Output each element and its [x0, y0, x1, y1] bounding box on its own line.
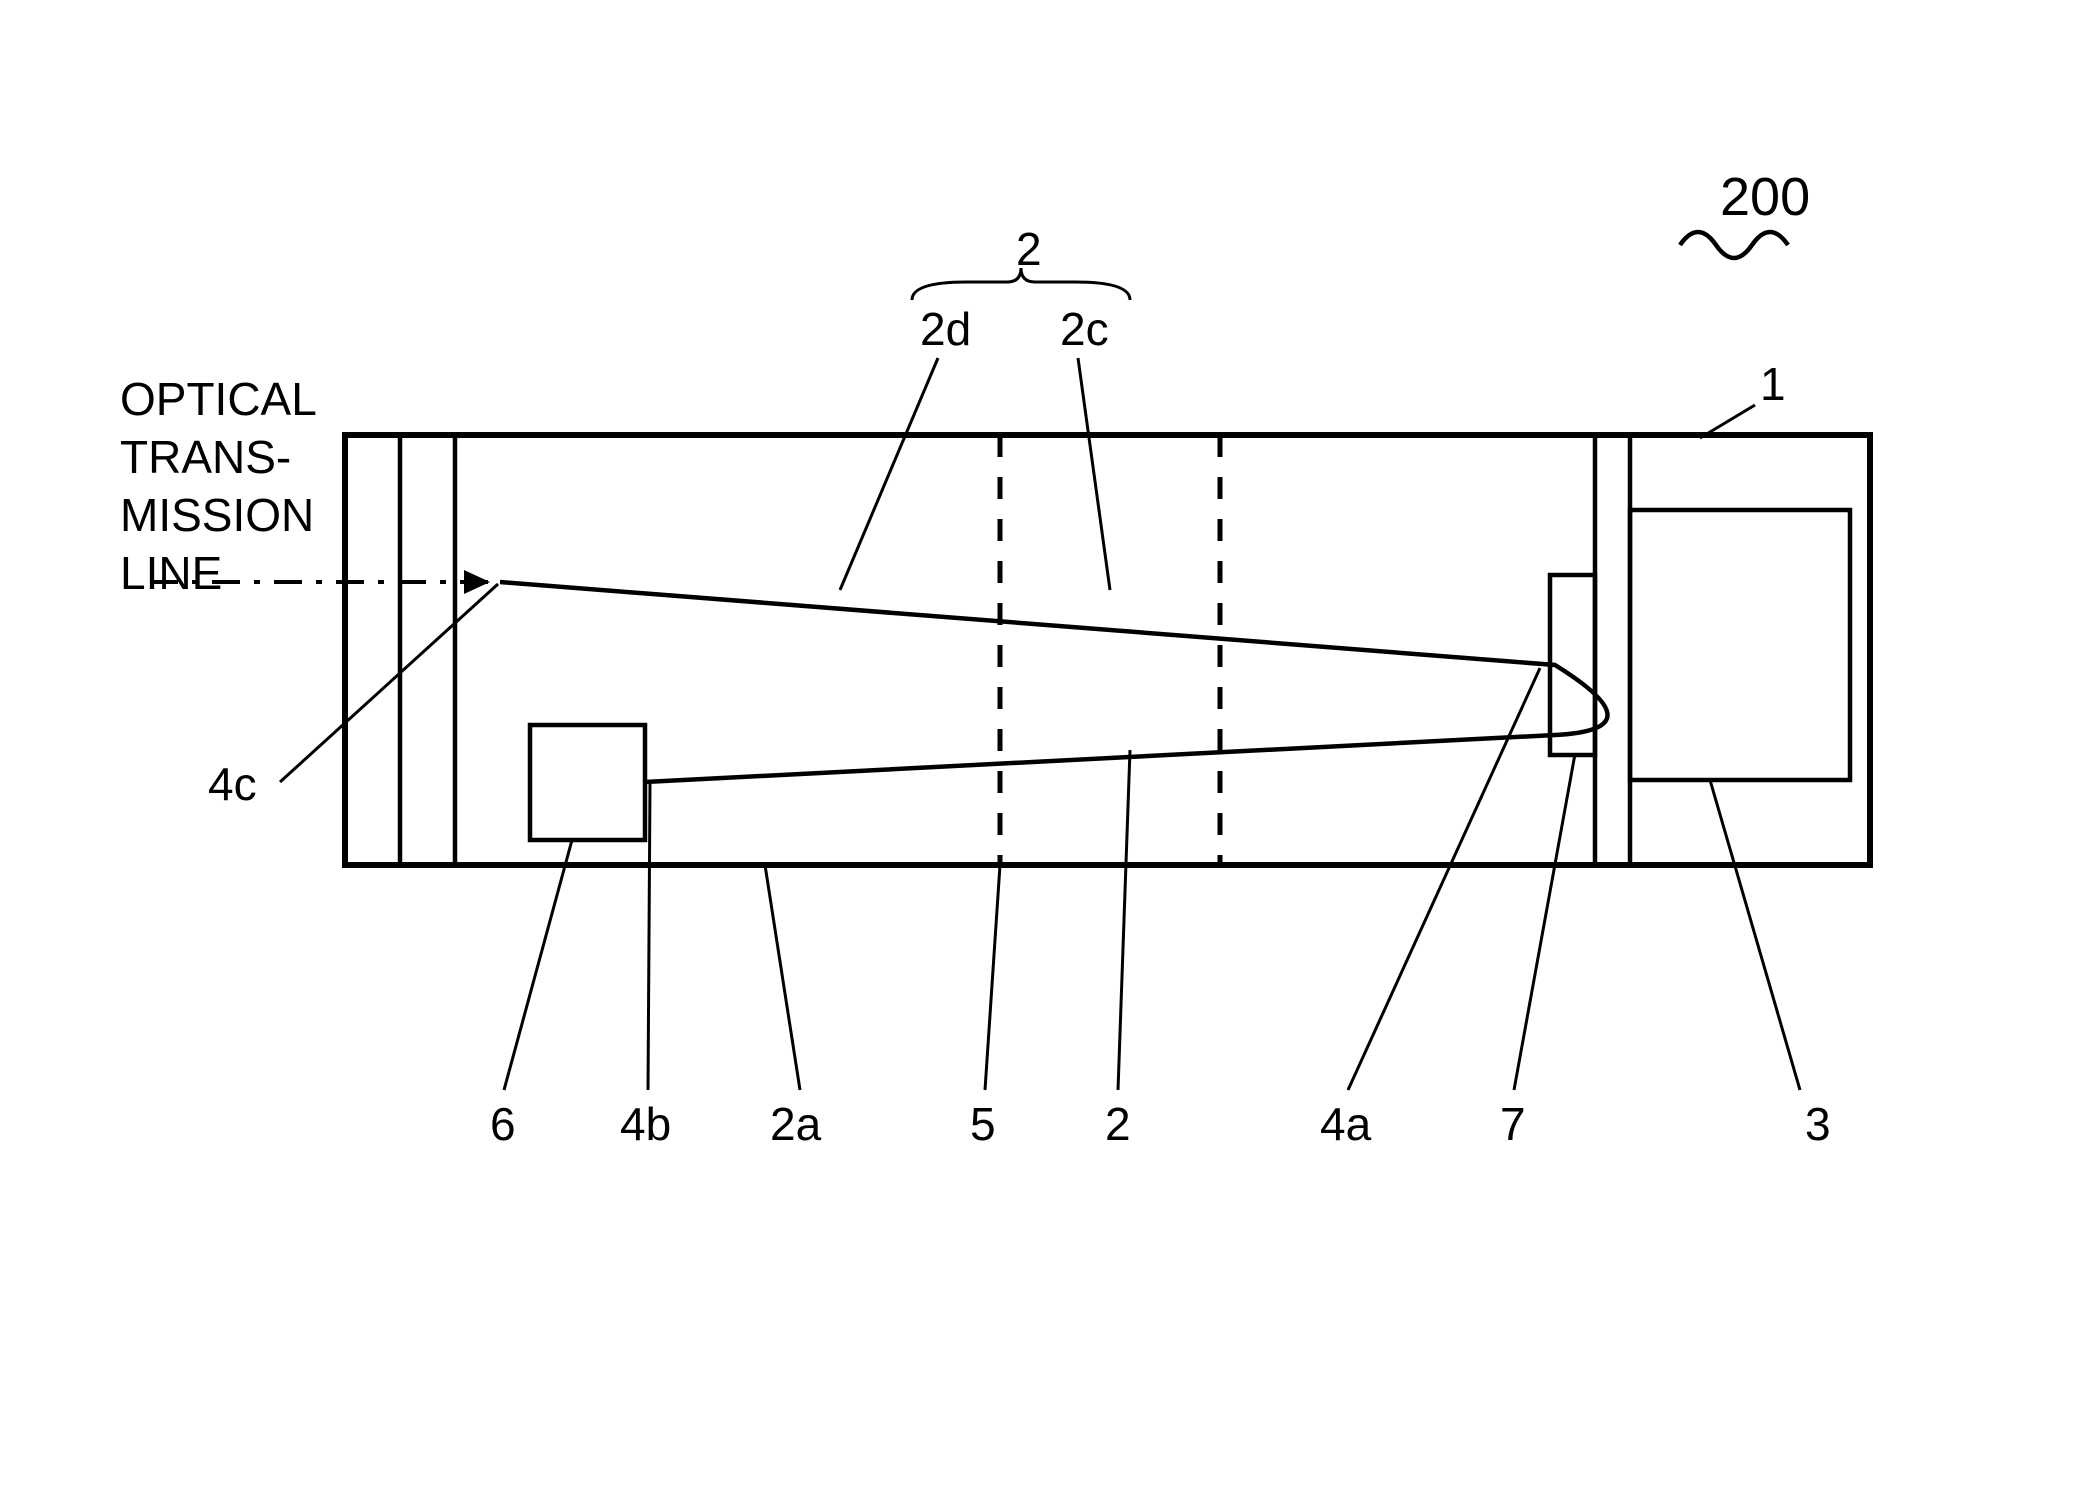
optical-line-text-4: LINE: [120, 547, 222, 599]
element-6: [530, 725, 645, 840]
ray-path: [500, 582, 1608, 782]
ref-label-4a: 4a: [1320, 1098, 1372, 1150]
leader-5: [985, 865, 1000, 1090]
optical-line-text-2: TRANS-: [120, 431, 291, 483]
housing-rect: [345, 435, 1870, 865]
leader-6: [504, 840, 572, 1090]
ref-label-2c: 2c: [1060, 303, 1109, 355]
ref-label-2: 2: [1016, 223, 1042, 275]
leader-4c: [280, 584, 498, 782]
optical-line-text-1: OPTICAL: [120, 373, 317, 425]
element-3: [1630, 510, 1850, 780]
labels: 1 2 3 5 6 7 200 2d 2c 4c 4b 2a 2 4a: [208, 167, 1831, 1150]
leader-2d: [840, 358, 938, 590]
ref-squiggle-200: [1680, 232, 1788, 258]
leader-4b: [648, 784, 650, 1090]
leader-3: [1710, 780, 1800, 1090]
leader-2c: [1078, 358, 1110, 590]
ref-label-2d: 2d: [920, 303, 971, 355]
ref-label-5: 5: [970, 1098, 996, 1150]
ref-label-3: 3: [1805, 1098, 1831, 1150]
leader-2a: [765, 865, 800, 1090]
optical-line-text-3: MISSION: [120, 489, 314, 541]
input-ray-arrowhead: [464, 570, 490, 594]
leader-2btm: [1118, 750, 1130, 1090]
leader-7: [1514, 754, 1575, 1090]
ref-label-4b: 4b: [620, 1098, 671, 1150]
technical-diagram: 1 2 3 5 6 7 200 2d 2c 4c 4b 2a 2 4a OPTICAL TRANS- MI…: [0, 0, 2098, 1485]
leader-lines: [280, 358, 1800, 1090]
ref-label-200: 200: [1720, 167, 1810, 227]
ref-label-6: 6: [490, 1098, 516, 1150]
leader-4a: [1348, 668, 1540, 1090]
ref-label-2btm: 2: [1105, 1098, 1131, 1150]
ref-label-7: 7: [1500, 1098, 1526, 1150]
ref-label-2a: 2a: [770, 1098, 822, 1150]
ref-label-4c: 4c: [208, 758, 257, 810]
spacer-block: [1595, 435, 1630, 865]
ref-label-1: 1: [1760, 358, 1786, 410]
